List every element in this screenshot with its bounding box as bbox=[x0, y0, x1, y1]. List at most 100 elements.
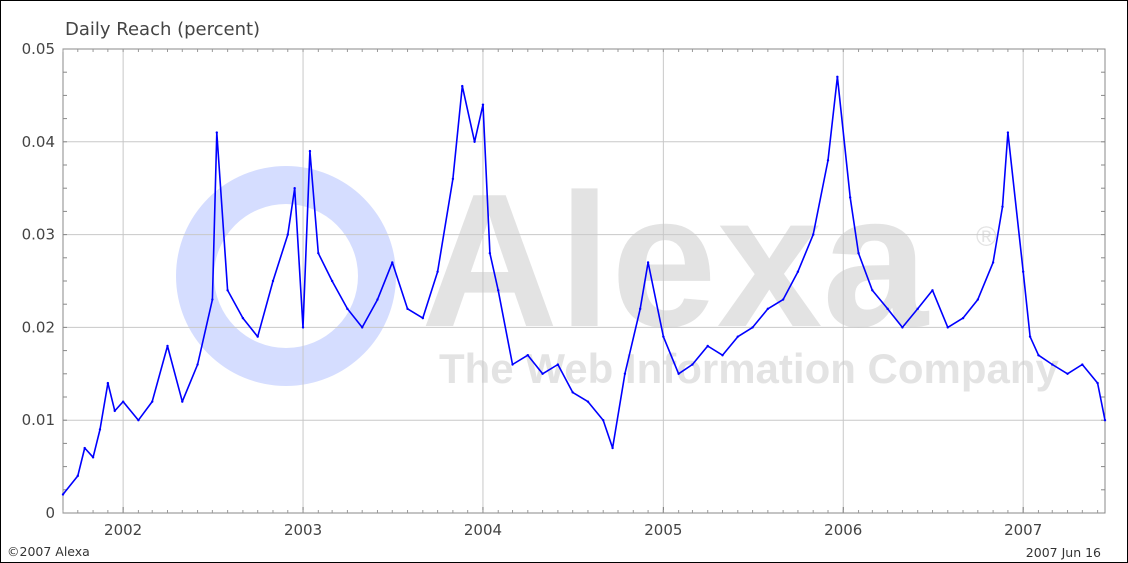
data-point bbox=[611, 446, 614, 450]
data-point bbox=[691, 363, 694, 366]
data-point bbox=[602, 419, 605, 422]
data-point bbox=[271, 279, 275, 283]
data-point bbox=[848, 196, 852, 199]
x-tick-label: 2005 bbox=[644, 521, 682, 539]
data-point bbox=[916, 307, 919, 311]
data-point bbox=[623, 372, 627, 375]
y-tick-label: 0.01 bbox=[22, 411, 55, 429]
data-point bbox=[196, 363, 199, 366]
data-point bbox=[586, 400, 590, 403]
data-point bbox=[751, 326, 754, 329]
data-point bbox=[308, 149, 312, 153]
x-tick-label: 2003 bbox=[284, 521, 322, 539]
data-point bbox=[571, 391, 574, 394]
data-point bbox=[871, 289, 874, 292]
data-point bbox=[106, 381, 110, 385]
data-point bbox=[662, 335, 665, 338]
data-point bbox=[121, 400, 125, 403]
data-point bbox=[766, 307, 770, 311]
data-point bbox=[511, 363, 514, 366]
data-point bbox=[638, 307, 642, 311]
data-point bbox=[61, 493, 65, 496]
data-point bbox=[166, 344, 169, 348]
watermark-brand: Alexa bbox=[421, 155, 929, 367]
y-tick-label: 0.02 bbox=[22, 318, 55, 336]
y-tick-label: 0 bbox=[45, 504, 55, 522]
data-point bbox=[181, 400, 184, 403]
data-point bbox=[646, 261, 650, 264]
x-tick-label: 2004 bbox=[464, 521, 502, 539]
data-point bbox=[901, 326, 904, 329]
series-layer bbox=[61, 75, 1107, 496]
data-point bbox=[391, 261, 394, 264]
data-point bbox=[406, 307, 409, 311]
data-point bbox=[451, 177, 455, 181]
data-point bbox=[346, 307, 349, 311]
data-point bbox=[76, 474, 79, 478]
chart-title: Daily Reach (percent) bbox=[65, 19, 260, 40]
watermark-logo-circle bbox=[176, 166, 396, 386]
data-point bbox=[857, 251, 860, 255]
data-point bbox=[1006, 131, 1010, 134]
data-point bbox=[241, 316, 245, 320]
data-point bbox=[376, 298, 379, 301]
data-point bbox=[211, 298, 214, 301]
data-point bbox=[826, 159, 830, 162]
data-point bbox=[113, 409, 116, 413]
data-point bbox=[796, 270, 800, 273]
data-point bbox=[541, 372, 544, 375]
data-point bbox=[976, 298, 980, 301]
x-tick-label: 2002 bbox=[104, 521, 142, 539]
data-point bbox=[421, 316, 425, 320]
data-point bbox=[886, 307, 889, 311]
copyright-text: ©2007 Alexa bbox=[7, 544, 90, 559]
data-point bbox=[1103, 419, 1107, 422]
data-point bbox=[1037, 354, 1040, 357]
data-point bbox=[1021, 270, 1025, 273]
data-point bbox=[330, 279, 334, 283]
data-point bbox=[1081, 363, 1084, 366]
data-point bbox=[721, 354, 724, 357]
data-point bbox=[961, 316, 965, 320]
data-point bbox=[137, 419, 140, 422]
data-point bbox=[556, 363, 560, 366]
data-point bbox=[1028, 335, 1032, 338]
data-point bbox=[1066, 372, 1069, 375]
data-point bbox=[98, 428, 102, 431]
data-point bbox=[293, 187, 296, 190]
watermark-registered: ® bbox=[976, 221, 997, 252]
data-point bbox=[286, 233, 289, 236]
data-point bbox=[836, 75, 839, 79]
data-point bbox=[1051, 363, 1054, 366]
data-point bbox=[1096, 381, 1099, 385]
data-point bbox=[946, 326, 949, 329]
data-point bbox=[151, 400, 154, 403]
data-point bbox=[215, 131, 218, 134]
watermark-tagline: The Web Information Company bbox=[439, 345, 1060, 392]
y-tick-label: 0.03 bbox=[22, 226, 55, 244]
data-point bbox=[317, 251, 320, 255]
data-point bbox=[1001, 205, 1004, 208]
data-point bbox=[461, 84, 464, 88]
data-point bbox=[781, 298, 785, 301]
data-point bbox=[706, 344, 709, 348]
data-point bbox=[526, 354, 530, 357]
data-point bbox=[736, 335, 739, 338]
data-point bbox=[83, 446, 86, 450]
data-point bbox=[488, 251, 492, 255]
data-point bbox=[436, 270, 439, 273]
x-tick-label: 2006 bbox=[824, 521, 862, 539]
axes: 0 0.01 0.02 0.03 0.04 0.05 2002 2003 2004 2005 200… bbox=[22, 40, 1106, 539]
x-tick-label: 2007 bbox=[1004, 521, 1042, 539]
data-point bbox=[226, 289, 229, 292]
data-point bbox=[677, 372, 680, 375]
y-tick-label: 0.04 bbox=[22, 133, 55, 151]
footer-date: 2007 Jun 16 bbox=[1026, 545, 1101, 560]
watermark-logo-inner bbox=[214, 204, 358, 348]
data-point bbox=[497, 289, 500, 292]
data-point bbox=[812, 233, 815, 236]
data-point bbox=[91, 456, 95, 459]
data-point bbox=[360, 326, 364, 329]
